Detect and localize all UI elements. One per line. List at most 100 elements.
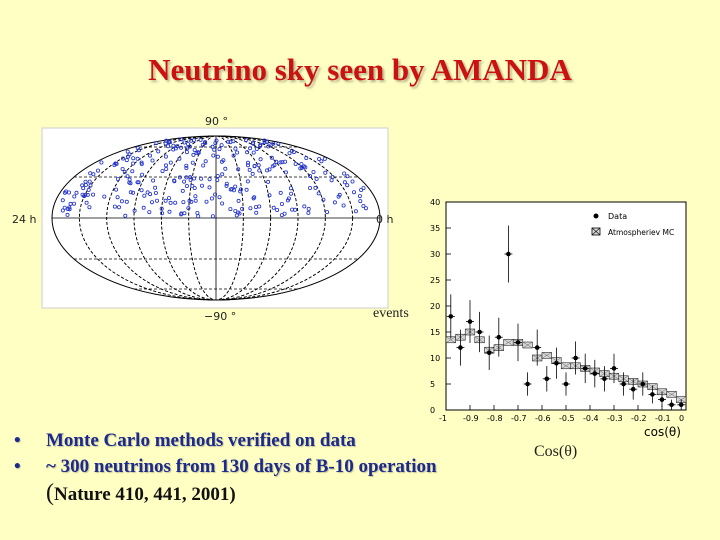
sky-event-marker — [248, 206, 253, 211]
sky-event-marker — [182, 140, 187, 145]
sky-map-label-left: 24 h — [12, 213, 36, 226]
sky-event-marker — [224, 181, 229, 186]
sky-event-marker — [116, 177, 121, 182]
sky-event-marker — [179, 137, 184, 142]
sky-event-marker — [233, 209, 238, 214]
x-tick-label: -0.6 — [535, 414, 551, 423]
sky-event-marker — [213, 141, 218, 146]
sky-event-marker — [130, 169, 135, 174]
sky-map-grid — [51, 135, 381, 301]
data-point — [658, 392, 666, 407]
sky-event-marker — [131, 190, 136, 195]
sky-event-marker — [226, 139, 231, 144]
sky-event-marker — [180, 188, 185, 193]
x-tick-label: -0.3 — [607, 414, 623, 423]
sky-event-marker — [316, 191, 321, 196]
sky-event-marker — [210, 214, 215, 219]
mc-bin — [503, 339, 514, 346]
sky-event-marker — [194, 151, 199, 156]
sky-event-marker — [120, 167, 125, 172]
sky-event-marker — [187, 198, 192, 203]
sky-event-marker — [278, 190, 283, 195]
sky-event-marker — [329, 178, 334, 183]
sky-event-marker — [299, 162, 304, 167]
sky-event-marker — [85, 192, 90, 197]
sky-event-marker — [62, 190, 67, 195]
sky-event-marker — [345, 183, 350, 188]
bullet-list: • Monte Carlo methods verified on data •… — [14, 428, 444, 508]
sky-event-marker — [243, 138, 248, 143]
sky-event-marker — [187, 144, 192, 149]
sky-event-marker — [265, 168, 270, 173]
data-point — [667, 399, 676, 410]
sky-event-marker — [336, 194, 341, 199]
sky-event-marker — [215, 178, 220, 183]
sky-event-marker — [215, 154, 220, 159]
sky-event-marker — [168, 200, 173, 205]
sky-event-marker — [166, 139, 171, 144]
sky-event-marker — [254, 210, 259, 215]
sky-event-marker — [74, 190, 79, 195]
sky-event-marker — [262, 140, 267, 145]
data-point — [494, 317, 503, 357]
legend-data-label: Data — [608, 212, 627, 221]
sky-event-marker — [359, 188, 364, 193]
sky-event-marker — [252, 195, 257, 200]
sky-event-marker — [266, 144, 271, 149]
sky-event-marker — [244, 187, 249, 192]
sky-event-marker — [248, 146, 253, 151]
legend: Data Atmospheriev MC — [591, 212, 674, 237]
sky-event-marker — [199, 183, 204, 188]
sky-event-marker — [219, 159, 224, 164]
sky-event-marker — [65, 207, 70, 212]
sky-event-marker — [228, 140, 233, 145]
sky-event-marker — [341, 203, 346, 208]
sky-event-marker — [233, 184, 238, 189]
sky-map-label-top: 90 ° — [205, 115, 228, 128]
sky-event-marker — [171, 143, 176, 148]
sky-event-marker — [350, 179, 355, 184]
y-tick-label: 25 — [430, 276, 440, 285]
sky-event-marker — [293, 207, 298, 212]
sky-event-marker — [88, 183, 93, 188]
data-point — [485, 335, 494, 371]
sky-event-marker — [270, 164, 275, 169]
sky-event-marker — [87, 179, 92, 184]
sky-event-marker — [240, 206, 245, 211]
sky-event-marker — [251, 150, 256, 155]
sky-event-marker — [220, 201, 225, 206]
sky-event-marker — [82, 194, 87, 199]
sky-event-marker — [203, 159, 208, 164]
x-axis-label: cos(θ) — [644, 425, 681, 439]
sky-event-marker — [321, 197, 326, 202]
sky-event-marker — [357, 194, 362, 199]
sky-event-marker — [140, 172, 145, 177]
sky-event-marker — [289, 148, 294, 153]
sky-event-marker — [245, 179, 250, 184]
legend-mc-label: Atmospheriev MC — [608, 228, 674, 237]
sky-event-marker — [153, 185, 158, 190]
sky-event-marker — [123, 213, 128, 218]
data-point — [648, 385, 657, 404]
sky-event-marker — [245, 163, 250, 168]
sky-event-marker — [314, 176, 319, 181]
sky-event-marker — [147, 153, 152, 158]
bullet-text: ~ 300 neutrinos from 130 days of B-10 op… — [46, 456, 437, 477]
x-tick-label: -0.5 — [559, 414, 575, 423]
sky-event-marker — [156, 149, 161, 154]
y-tick-label: 30 — [430, 250, 440, 259]
sky-event-marker — [358, 199, 363, 204]
sky-event-marker — [179, 145, 184, 150]
data-point — [619, 372, 628, 396]
sky-event-marker — [252, 164, 257, 169]
sky-event-marker — [60, 198, 65, 203]
sky-event-marker — [274, 159, 279, 164]
sky-event-marker — [72, 201, 77, 206]
data-point — [533, 329, 542, 366]
x-tick-label: -0.8 — [487, 414, 503, 423]
sky-event-marker — [280, 160, 285, 165]
sky-event-marker — [99, 160, 104, 165]
sky-event-marker — [167, 209, 172, 214]
bullet-item: • ~ 300 neutrinos from 130 days of B-10 … — [14, 454, 444, 508]
sky-event-marker — [233, 146, 238, 151]
